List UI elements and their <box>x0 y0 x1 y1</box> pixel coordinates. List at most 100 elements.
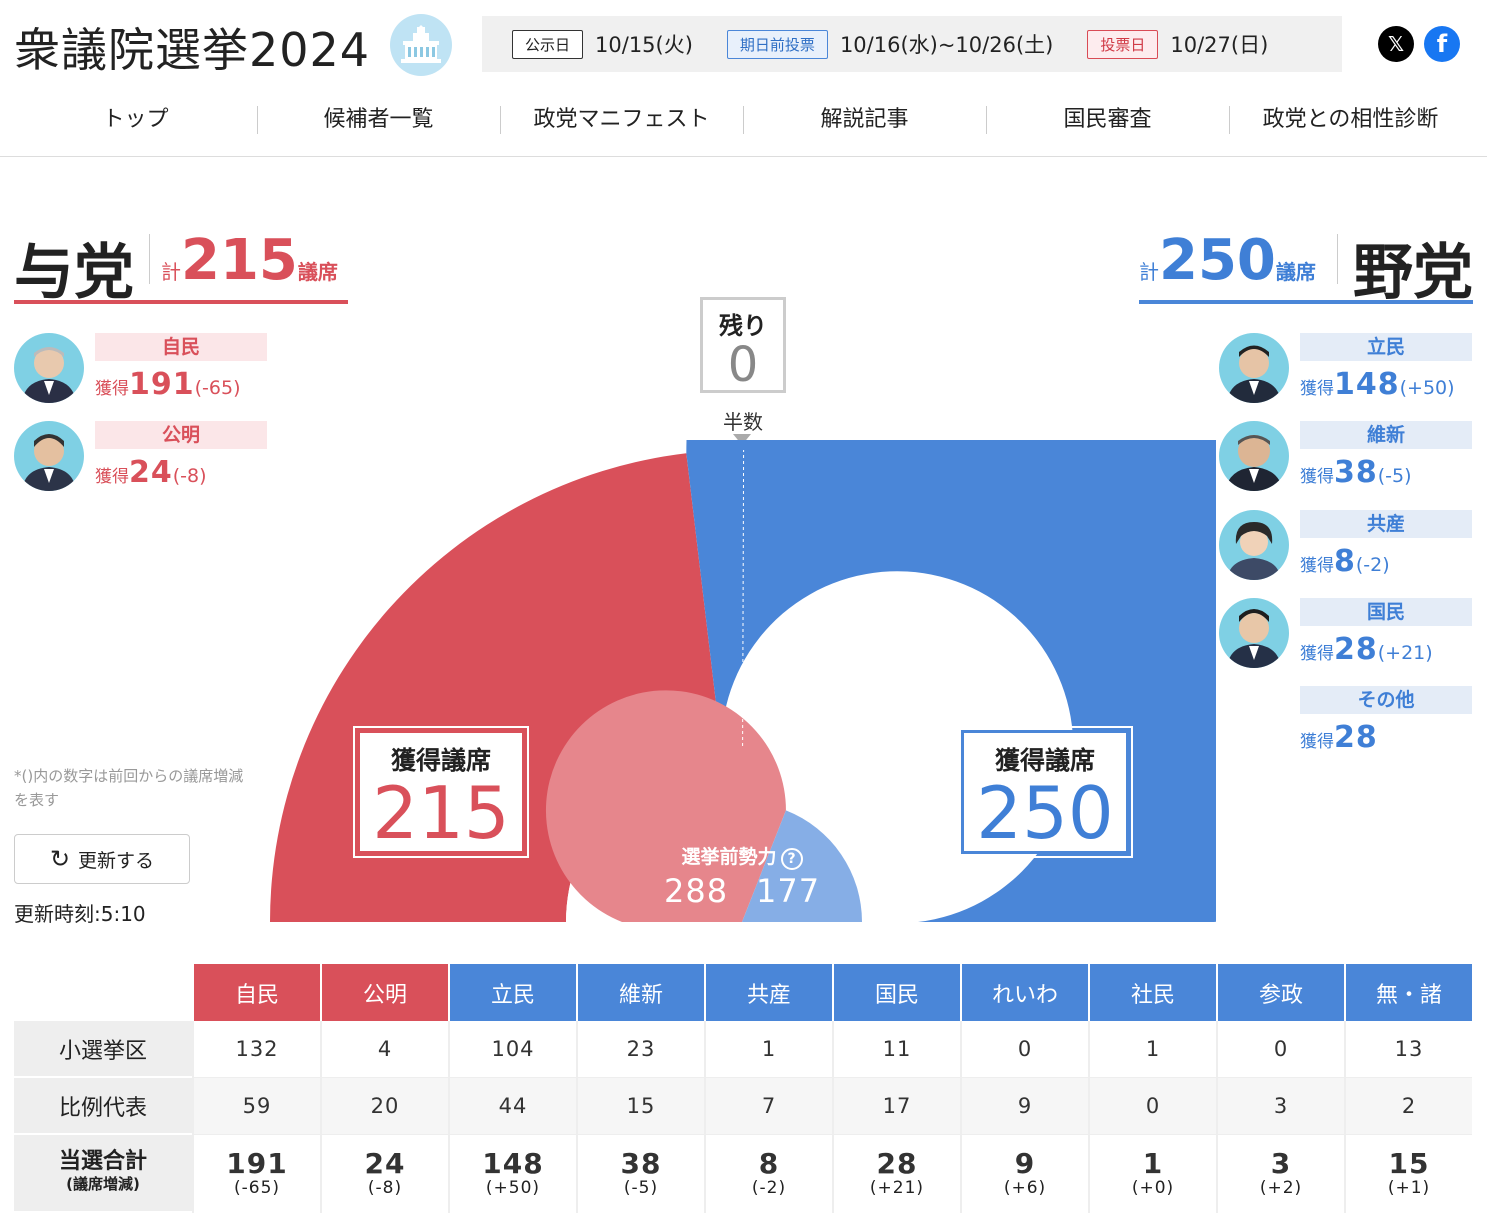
nav-national-review[interactable]: 国民審査 <box>986 98 1229 142</box>
total-cell: 191 (-65) <box>192 1135 320 1213</box>
col-header: れいわ <box>960 964 1088 1021</box>
remaining-value: 0 <box>727 337 759 393</box>
total-cell: 8 (-2) <box>704 1135 832 1213</box>
table-cell: 17 <box>832 1078 960 1135</box>
total-cell: 24 (-8) <box>320 1135 448 1213</box>
pre-election-label: 選挙前勢力? <box>640 842 844 870</box>
election-schedule: 公示日 10/15(火) 期日前投票 10/16(水)~10/26(土) 投票日… <box>482 16 1342 72</box>
table-cell: 0 <box>960 1021 1088 1078</box>
nav-manifesto[interactable]: 政党マニフェスト <box>500 98 743 142</box>
table-cell: 9 <box>960 1078 1088 1135</box>
table-corner <box>14 964 192 1021</box>
opposition-seat-value: 250 <box>976 771 1114 855</box>
party-card-ishin[interactable]: 維新 獲得38(-5) <box>1219 421 1479 497</box>
party-seats: 獲得8(-2) <box>1300 544 1390 579</box>
site-title[interactable]: 衆議院選挙2024 <box>14 23 371 77</box>
col-header: 立民 <box>448 964 576 1021</box>
x-share-icon[interactable]: 𝕏 <box>1378 26 1414 62</box>
avatar <box>14 333 84 403</box>
avatar <box>1219 510 1289 580</box>
opposition-total-seats: 250 <box>1159 228 1276 293</box>
pre-election-slice-ruling <box>545 690 786 922</box>
voting-day-badge: 投票日 <box>1087 29 1159 59</box>
table-cell: 15 <box>576 1078 704 1135</box>
col-header: 維新 <box>576 964 704 1021</box>
table-cell: 104 <box>448 1021 576 1078</box>
table-cell: 1 <box>704 1021 832 1078</box>
col-header: 無・諸 <box>1344 964 1472 1021</box>
table-cell: 0 <box>1216 1021 1344 1078</box>
avatar <box>1219 421 1289 491</box>
party-card-dpfp[interactable]: 国民 獲得28(+21) <box>1219 598 1479 674</box>
ruling-seat-value: 215 <box>372 771 510 855</box>
table-cell: 59 <box>192 1078 320 1135</box>
nav-party-match[interactable]: 政党との相性診断 <box>1229 98 1472 142</box>
avatar <box>1219 598 1289 668</box>
table-total-row: 当選合計 (議席増減) 191 (-65) 24 (-8) 148 (+50) 38 (-… <box>14 1135 1472 1213</box>
ruling-total: 計215議席 <box>161 228 338 293</box>
party-seats: 獲得28(+21) <box>1300 632 1433 667</box>
party-seats: 獲得28 <box>1300 720 1378 755</box>
refresh-label: 更新する <box>78 849 155 872</box>
total-cell: 148 (+50) <box>448 1135 576 1213</box>
col-header: 参政 <box>1216 964 1344 1021</box>
pre-election-ruling: 288 <box>664 872 729 910</box>
row-header: 比例代表 <box>14 1078 192 1135</box>
refresh-button[interactable]: ↻ 更新する <box>14 834 190 884</box>
help-icon[interactable]: ? <box>780 848 803 870</box>
party-card-cdp[interactable]: 立民 獲得148(+50) <box>1219 333 1479 409</box>
party-name: 維新 <box>1300 421 1472 449</box>
table-cell: 3 <box>1216 1078 1344 1135</box>
avatar <box>1219 333 1289 403</box>
majority-label: 半数 <box>723 410 763 434</box>
table-cell: 1 <box>1088 1021 1216 1078</box>
divider <box>1337 234 1338 284</box>
total-cell: 3 (+2) <box>1216 1135 1344 1213</box>
facebook-share-icon[interactable]: f <box>1424 26 1460 62</box>
voting-day-date: 10/27(日) <box>1170 33 1269 57</box>
opposition-seat-box: 獲得議席 250 <box>957 726 1133 858</box>
nav-top[interactable]: トップ <box>102 107 169 132</box>
opposition-bloc-header: 計250議席 野党 <box>1139 224 1473 308</box>
early-voting-badge: 期日前投票 <box>726 29 828 59</box>
party-name: 国民 <box>1300 598 1472 626</box>
results-table: 自民 公明 立民 維新 共産 国民 れいわ 社民 参政 無・諸 小選挙区 132… <box>14 964 1472 1213</box>
party-card-jcp[interactable]: 共産 獲得8(-2) <box>1219 510 1479 586</box>
party-card-others[interactable]: その他 獲得28 <box>1219 686 1479 762</box>
table-cell: 20 <box>320 1078 448 1135</box>
table-row: 小選挙区 132 4 104 23 1 11 0 1 0 13 <box>14 1021 1472 1078</box>
total-cell: 28 (+21) <box>832 1135 960 1213</box>
table-cell: 4 <box>320 1021 448 1078</box>
pre-election-opposition: 177 <box>756 872 821 910</box>
table-cell: 11 <box>832 1021 960 1078</box>
ruling-total-seats: 215 <box>181 228 298 293</box>
ruling-seat-box: 獲得議席 215 <box>353 726 529 858</box>
row-header: 当選合計 (議席増減) <box>14 1135 192 1213</box>
row-header: 小選挙区 <box>14 1021 192 1078</box>
table-cell: 7 <box>704 1078 832 1135</box>
col-header: 社民 <box>1088 964 1216 1021</box>
diet-building-logo-icon[interactable] <box>390 14 452 76</box>
party-card-komeito[interactable]: 公明 獲得24(-8) <box>14 421 274 497</box>
nav-candidates[interactable]: 候補者一覧 <box>257 98 500 142</box>
party-name: 立民 <box>1300 333 1472 361</box>
party-card-ldp[interactable]: 自民 獲得191(-65) <box>14 333 274 409</box>
total-cell: 1 (+0) <box>1088 1135 1216 1213</box>
seat-box-label: 獲得議席 <box>390 746 491 775</box>
table-cell: 0 <box>1088 1078 1216 1135</box>
nav-articles[interactable]: 解説記事 <box>743 98 986 142</box>
table-cell: 132 <box>192 1021 320 1078</box>
party-seats: 獲得191(-65) <box>95 367 241 402</box>
update-time: 更新時刻:5:10 <box>14 902 146 926</box>
seat-unit: 議席 <box>1275 260 1316 284</box>
majority-line <box>742 450 745 747</box>
opposition-total: 計250議席 <box>1139 228 1316 293</box>
announcement-badge: 公示日 <box>512 29 584 59</box>
table-cell: 44 <box>448 1078 576 1135</box>
main-nav: トップ 候補者一覧 政党マニフェスト 解説記事 国民審査 政党との相性診断 <box>14 98 1472 142</box>
party-seats: 獲得38(-5) <box>1300 455 1412 490</box>
col-header: 国民 <box>832 964 960 1021</box>
party-name: 公明 <box>95 421 267 449</box>
seat-box-label: 獲得議席 <box>994 746 1095 775</box>
col-header: 共産 <box>704 964 832 1021</box>
